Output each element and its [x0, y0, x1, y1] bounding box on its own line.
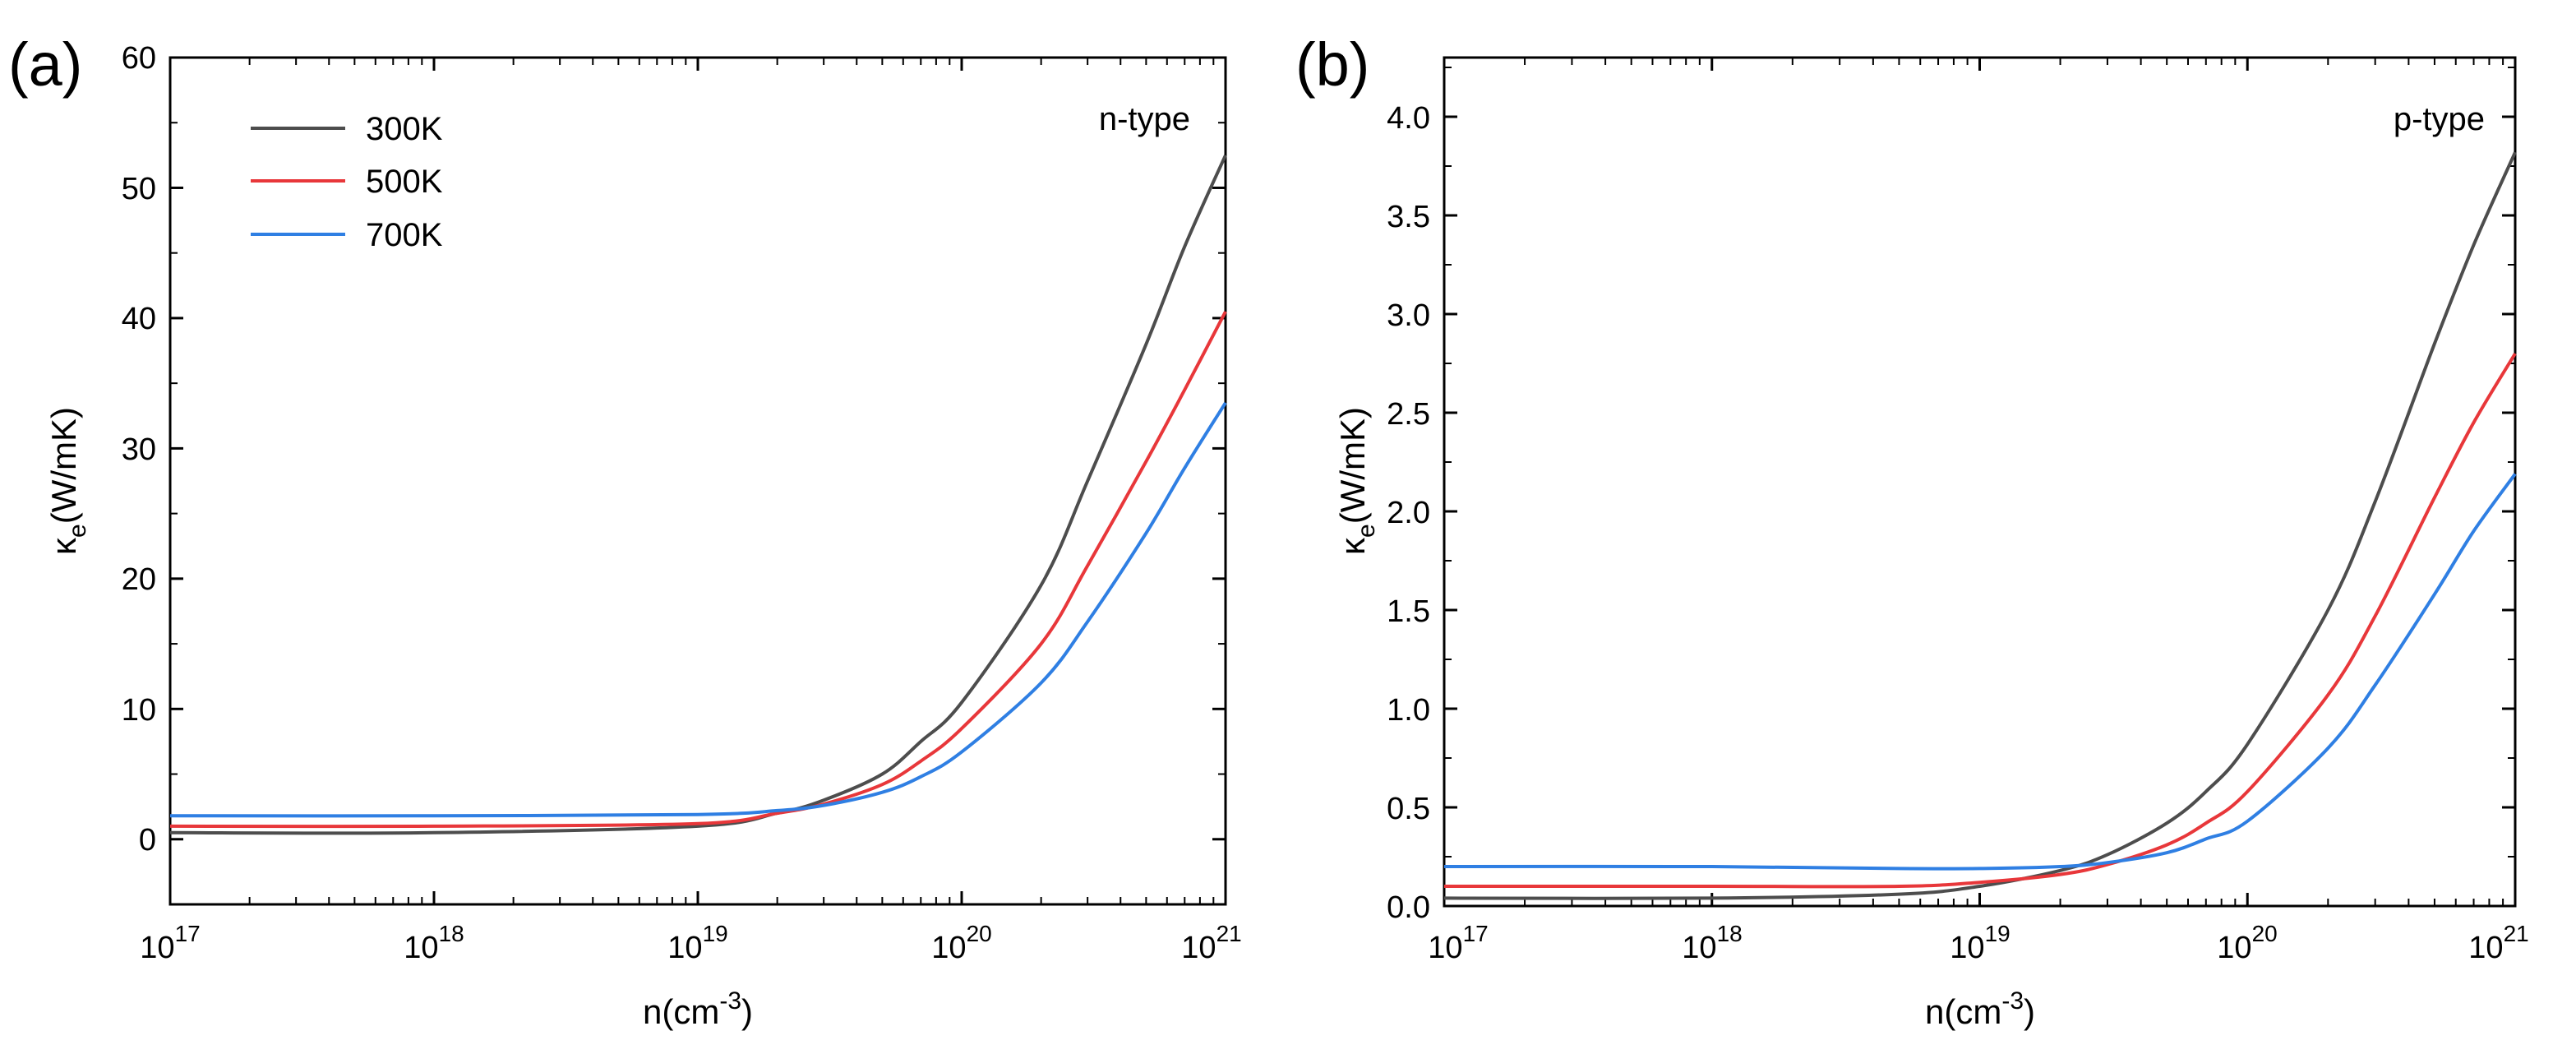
y-tick-label: 0.5: [1387, 792, 1430, 826]
panel-a: (a) n-type 0 10 20 30 40 50 60 1017 1018…: [8, 30, 1242, 1031]
panel-b-y-ticks: 0.0 0.5 1.0 1.5 2.0 2.5 3.0 3.5 4.0: [1387, 101, 1430, 925]
x-tick-label: 1018: [404, 921, 464, 965]
y-tick-label: 3.0: [1387, 298, 1430, 333]
panel-a-type-label: n-type: [1099, 101, 1190, 137]
panel-b-tick-marks: [1443, 58, 2517, 908]
y-tick-label: 1.0: [1387, 693, 1430, 728]
x-tick-label: 1017: [1428, 921, 1488, 965]
y-tick-label: 30: [122, 432, 156, 467]
panel-a-x-axis-title: n(cm-3): [643, 987, 753, 1031]
x-tick-label: 1019: [1950, 921, 2010, 965]
y-tick-label: 10: [122, 693, 156, 728]
y-tick-label: 40: [122, 302, 156, 336]
x-tick-label: 1020: [931, 921, 991, 965]
legend-label-500k: 500K: [366, 164, 443, 200]
panel-b-series: [1443, 151, 2517, 900]
panel-a-plot-frame: [169, 56, 1227, 906]
panel-b-plot-frame: [1443, 56, 2517, 908]
series-line-500k-panel-a: [169, 311, 1227, 829]
y-tick-label: 0.0: [1387, 890, 1430, 925]
legend-label-300k: 300K: [366, 111, 443, 147]
y-tick-label: 4.0: [1387, 101, 1430, 136]
panel-b-label: (b): [1295, 30, 1369, 99]
y-tick-label: 0: [139, 823, 156, 858]
panel-a-series: [169, 154, 1227, 835]
y-tick-label: 50: [122, 172, 156, 206]
panel-b-y-axis-title: κe(W/mK): [1333, 407, 1380, 555]
series-line-300k-panel-b: [1443, 151, 2517, 900]
panel-b-type-label: p-type: [2394, 101, 2485, 137]
x-tick-label: 1021: [1181, 921, 1241, 965]
x-tick-label: 1019: [667, 921, 727, 965]
panel-b-x-ticks: 1017 1018 1019 1020 1021: [1428, 921, 2528, 965]
panel-a-label: (a): [8, 30, 82, 99]
y-tick-label: 3.5: [1387, 200, 1430, 234]
x-tick-label: 1021: [2468, 921, 2528, 965]
x-tick-label: 1020: [2217, 921, 2277, 965]
legend-label-700k: 700K: [366, 217, 443, 253]
x-tick-label: 1017: [140, 921, 200, 965]
panel-a-tick-marks: [169, 56, 1227, 904]
y-tick-label: 2.5: [1387, 397, 1430, 432]
series-line-500k-panel-b: [1443, 352, 2517, 889]
panel-b: (b) p-type 0.0 0.5 1.0 1.5 2.0 2.5 3.0 3…: [1295, 30, 2529, 1031]
y-tick-label: 2.0: [1387, 496, 1430, 530]
panel-b-x-axis-title: n(cm-3): [1925, 987, 2035, 1031]
y-tick-label: 60: [122, 41, 156, 76]
series-line-300k-panel-a: [169, 154, 1227, 835]
panel-a-legend: 300K 500K 700K: [251, 111, 443, 253]
y-tick-label: 1.5: [1387, 594, 1430, 629]
y-tick-label: 20: [122, 562, 156, 597]
panel-a-y-axis-title: κe(W/mK): [44, 407, 91, 555]
panel-a-x-ticks: 1017 1018 1019 1020 1021: [140, 921, 1241, 965]
panel-a-y-ticks: 0 10 20 30 40 50 60: [122, 41, 156, 858]
series-line-700k-panel-a: [169, 401, 1227, 818]
series-line-700k-panel-b: [1443, 473, 2517, 871]
x-tick-label: 1018: [1682, 921, 1742, 965]
